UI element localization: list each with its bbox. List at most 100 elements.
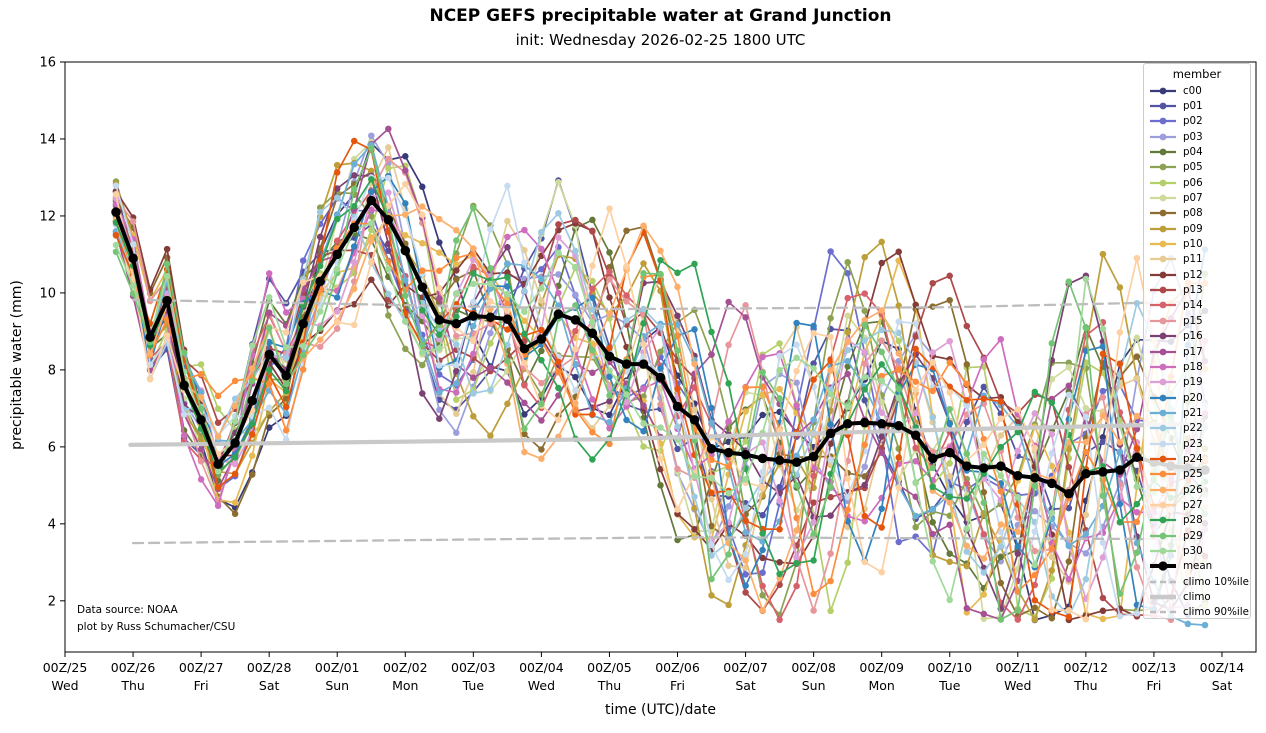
legend-label: p02 bbox=[1183, 115, 1203, 128]
legend-sample-p10 bbox=[1150, 240, 1176, 248]
legend-sample-climo bbox=[1150, 594, 1176, 600]
legend-sample-p28 bbox=[1150, 516, 1176, 524]
legend-item-p05: p05 bbox=[1144, 160, 1250, 175]
legend-sample-p27 bbox=[1150, 501, 1176, 509]
y-tick-label: 16 bbox=[39, 56, 56, 71]
x-tick-label-day: Wed bbox=[51, 678, 78, 693]
series-line-climo bbox=[128, 421, 1208, 447]
legend-item-p11: p11 bbox=[1144, 252, 1250, 267]
legend-sample-p25 bbox=[1150, 470, 1176, 478]
legend-sample-p11 bbox=[1150, 256, 1176, 263]
legend-item-p22: p22 bbox=[1144, 421, 1250, 436]
x-tick-label-day: Sun bbox=[325, 678, 349, 693]
series-line-climo90 bbox=[131, 298, 1207, 311]
legend-item-p06: p06 bbox=[1144, 175, 1250, 190]
legend-item-p08: p08 bbox=[1144, 206, 1250, 221]
legend-sample-p30 bbox=[1150, 547, 1176, 555]
legend-label: p29 bbox=[1183, 529, 1203, 542]
legend-label: p14 bbox=[1183, 299, 1203, 312]
legend-label: p17 bbox=[1183, 345, 1203, 358]
legend-title: member bbox=[1172, 67, 1222, 81]
legend-sample-p05 bbox=[1150, 163, 1176, 171]
x-tick-label-day: Fri bbox=[670, 678, 685, 693]
data-source-line: Data source: NOAA bbox=[77, 604, 178, 616]
legend-item-p14: p14 bbox=[1144, 298, 1250, 313]
legend-item-p02: p02 bbox=[1144, 114, 1250, 129]
legend-item-p28: p28 bbox=[1144, 513, 1250, 528]
legend-label: p30 bbox=[1183, 544, 1203, 557]
legend-label: c00 bbox=[1183, 84, 1202, 97]
legend-label: p11 bbox=[1183, 253, 1203, 266]
data-source-note: Data source: NOAA plot by Russ Schumache… bbox=[77, 602, 235, 636]
credit-line: plot by Russ Schumacher/CSU bbox=[77, 621, 236, 633]
legend-sample-p13 bbox=[1150, 286, 1176, 294]
legend-item-p03: p03 bbox=[1144, 129, 1250, 144]
legend-item-climo10: climo 10%ile bbox=[1144, 574, 1250, 589]
legend-sample-p12 bbox=[1150, 271, 1176, 279]
legend-sample-p06 bbox=[1150, 179, 1176, 187]
x-tick-label-utc: 00Z/10 bbox=[927, 660, 972, 675]
legend-item-c00: c00 bbox=[1144, 83, 1250, 98]
legend-item-p21: p21 bbox=[1144, 405, 1250, 420]
legend-sample-p22 bbox=[1150, 424, 1176, 432]
series-markers-mean bbox=[111, 195, 1210, 499]
legend-label: p05 bbox=[1183, 161, 1203, 174]
legend: member c00 p01 p02 p03 p04 p05 p06 p07 p08 p09 p10… bbox=[1143, 63, 1251, 619]
legend-item-p01: p01 bbox=[1144, 98, 1250, 113]
legend-sample-p01 bbox=[1150, 102, 1176, 110]
x-tick-label-utc: 00Z/25 bbox=[43, 660, 88, 675]
legend-item-p04: p04 bbox=[1144, 144, 1250, 159]
x-tick-label-utc: 00Z/27 bbox=[179, 660, 224, 675]
x-tick-label-day: Mon bbox=[392, 678, 418, 693]
legend-item-p25: p25 bbox=[1144, 467, 1250, 482]
legend-item-p24: p24 bbox=[1144, 451, 1250, 466]
legend-sample-p15 bbox=[1150, 317, 1176, 325]
legend-item-climo90: climo 90%ile bbox=[1144, 605, 1250, 620]
legend-label: p01 bbox=[1183, 100, 1203, 113]
x-tick-label-day: Thu bbox=[597, 678, 621, 693]
x-axis-label: time (UTC)/date bbox=[604, 702, 717, 718]
legend-item-p29: p29 bbox=[1144, 528, 1250, 543]
x-tick-label-utc: 00Z/14 bbox=[1200, 660, 1245, 675]
legend-item-p07: p07 bbox=[1144, 190, 1250, 205]
legend-sample-p24 bbox=[1150, 455, 1176, 463]
x-tick-label-day: Fri bbox=[194, 678, 209, 693]
legend-item-p15: p15 bbox=[1144, 313, 1250, 328]
x-tick-label-utc: 00Z/02 bbox=[383, 660, 428, 675]
x-tick-label-utc: 00Z/06 bbox=[655, 660, 700, 675]
legend-label: p12 bbox=[1183, 268, 1203, 281]
legend-label: mean bbox=[1183, 560, 1213, 573]
x-tick-label-utc: 00Z/04 bbox=[519, 660, 564, 675]
legend-label: p24 bbox=[1183, 452, 1203, 465]
x-tick-label-utc: 00Z/01 bbox=[315, 660, 360, 675]
legend-sample-p23 bbox=[1150, 440, 1176, 447]
x-tick-label-utc: 00Z/08 bbox=[791, 660, 836, 675]
legend-label: p27 bbox=[1183, 498, 1203, 511]
x-tick-label-day: Sun bbox=[802, 678, 826, 693]
x-tick-label-utc: 00Z/26 bbox=[111, 660, 156, 675]
legend-sample-p20 bbox=[1150, 394, 1176, 401]
legend-sample-p18 bbox=[1150, 363, 1176, 371]
legend-sample-c00 bbox=[1150, 87, 1176, 95]
y-tick-label: 8 bbox=[48, 363, 56, 378]
legend-item-p27: p27 bbox=[1144, 497, 1250, 512]
legend-label: p07 bbox=[1183, 192, 1203, 205]
x-tick-label-utc: 00Z/07 bbox=[723, 660, 768, 675]
legend-sample-p08 bbox=[1150, 210, 1176, 217]
legend-label: p08 bbox=[1183, 207, 1203, 220]
y-tick-label: 2 bbox=[48, 594, 56, 609]
x-tick-label-day: Wed bbox=[528, 678, 555, 693]
x-tick-label-utc: 00Z/03 bbox=[451, 660, 496, 675]
x-tick-label-day: Sat bbox=[1212, 678, 1233, 693]
legend-label: climo 90%ile bbox=[1183, 606, 1249, 619]
x-tick-label-utc: 00Z/12 bbox=[1064, 660, 1109, 675]
legend-item-p18: p18 bbox=[1144, 359, 1250, 374]
legend-label: p09 bbox=[1183, 222, 1203, 235]
x-tick-label-day: Sat bbox=[735, 678, 756, 693]
legend-item-p30: p30 bbox=[1144, 543, 1250, 558]
y-tick-label: 10 bbox=[39, 286, 56, 301]
legend-sample-p29 bbox=[1150, 532, 1176, 540]
legend-sample-climo90 bbox=[1150, 611, 1176, 614]
